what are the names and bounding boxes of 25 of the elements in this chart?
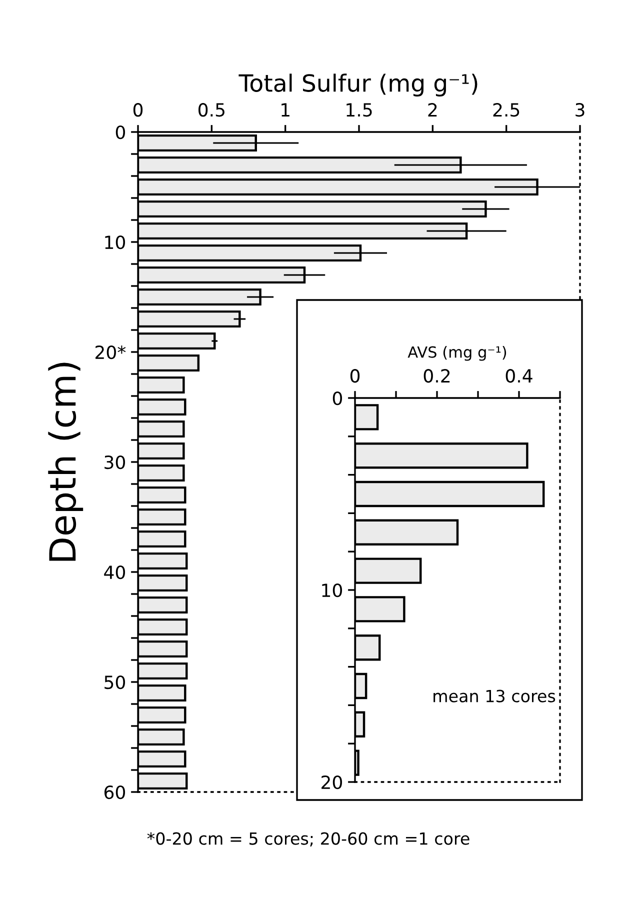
x-tick-label: 2.5 [493, 103, 520, 117]
y-tick-label: 20 [322, 775, 342, 790]
x-tick-label: 1 [282, 103, 290, 116]
x-tick-label: 0.2 [424, 369, 450, 383]
y-tick-label: 20* [96, 345, 126, 360]
y-tick-label: 60 [104, 785, 125, 800]
x-tick-label: 0.4 [506, 369, 532, 383]
y-tick-label: 30 [104, 455, 125, 470]
x-axis-title: AVS (mg g⁻¹) [408, 346, 506, 361]
x-axis-title: Total Sulfur (mg g⁻¹) [238, 74, 478, 97]
y-tick-label: 0 [116, 125, 125, 140]
x-tick-label: 0 [350, 369, 360, 383]
y-tick-label: 40 [104, 565, 125, 580]
y-tick-label: 10 [105, 235, 125, 250]
y-tick-label: 0 [332, 391, 342, 406]
y-tick-label: 50 [104, 675, 125, 690]
x-tick-label: 0 [133, 103, 143, 117]
y-tick-label: 10 [322, 583, 342, 598]
text: *0-20 cm = 5 cores; 20-60 cm =1 core [147, 832, 470, 847]
x-tick-label: 3 [576, 103, 584, 117]
x-tick-label: 2 [428, 103, 437, 116]
y-axis-title: Depth (cm) [48, 362, 84, 561]
x-tick-label: 0.5 [198, 103, 224, 117]
annotation: mean 13 cores [434, 690, 556, 702]
x-tick-label: 1.5 [346, 103, 372, 117]
